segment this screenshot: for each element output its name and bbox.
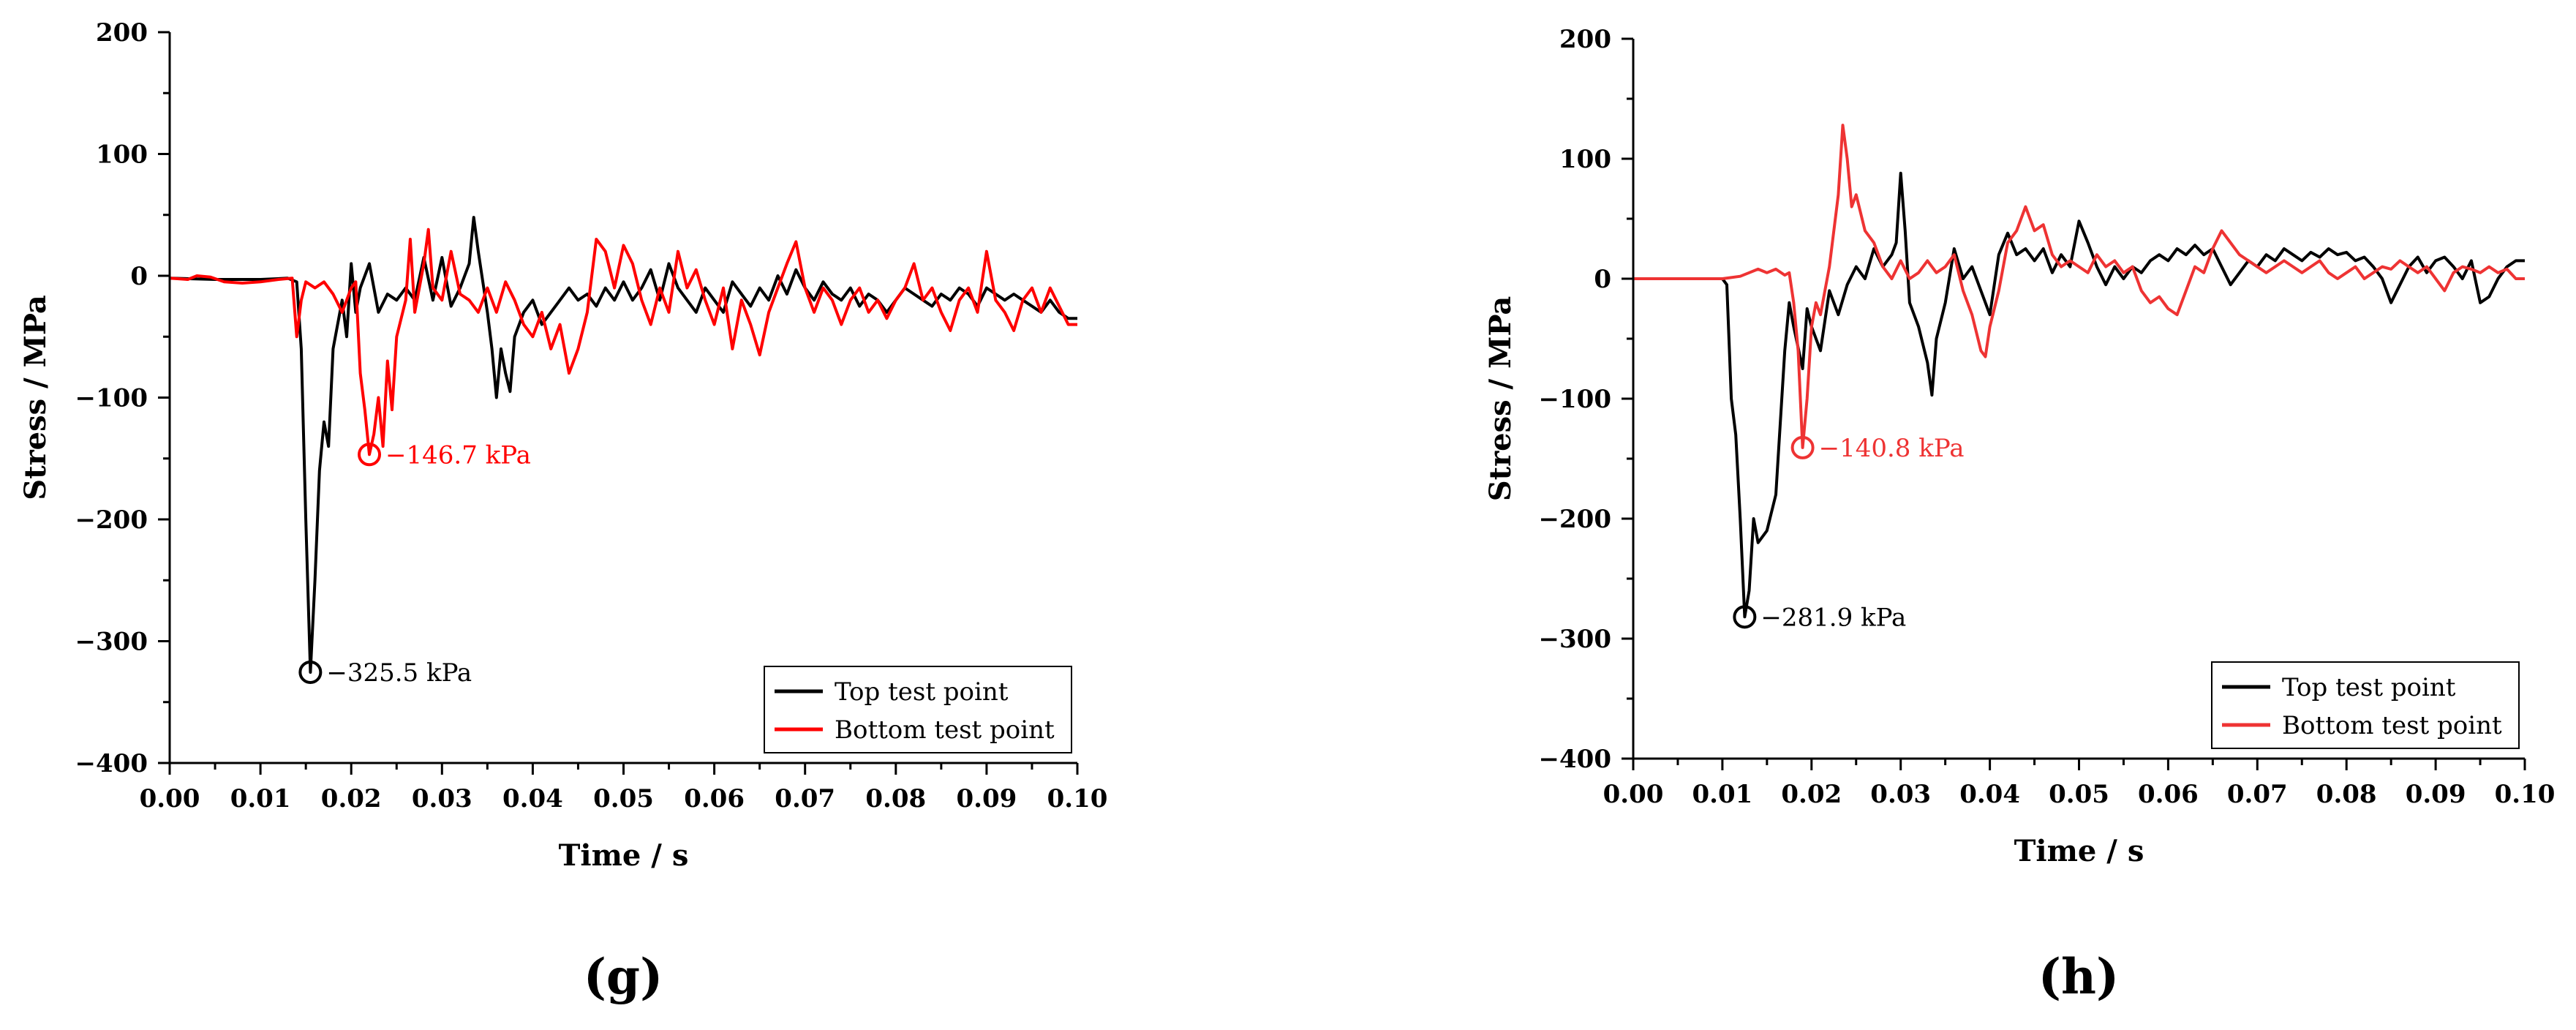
peak-annotation: −140.8 kPa (1819, 434, 1965, 463)
panel-label: (g) (584, 948, 663, 1005)
series-line-bottom (1633, 124, 2525, 449)
series-line-bottom (169, 228, 1077, 456)
y-axis-title: Stress / MPa (18, 295, 53, 500)
x-tick-label: 0.08 (2316, 780, 2377, 809)
legend-box (764, 666, 1072, 753)
x-axis-title: Time / s (559, 838, 689, 873)
peak-marker (298, 660, 323, 684)
x-tick-label: 0.04 (1959, 780, 2020, 809)
y-tick-label: 100 (1559, 145, 1611, 174)
y-tick-label: 200 (96, 18, 148, 48)
x-tick-label: 0.01 (1692, 780, 1752, 809)
x-tick-label: 0.07 (2227, 780, 2288, 809)
peak-annotation: −325.5 kPa (326, 658, 472, 688)
legend-box (2211, 661, 2520, 749)
y-axis-title: Stress / MPa (1483, 296, 1518, 502)
y-tick-label: −300 (1539, 625, 1611, 654)
peak-annotation: −146.7 kPa (385, 440, 531, 470)
peak-annotation: −281.9 kPa (1760, 603, 1906, 632)
y-tick-label: −200 (1539, 505, 1611, 534)
x-tick-label: 0.06 (2138, 780, 2199, 809)
chart-panel-g: 0.00 0.01 0.02 0.03 0.04 0.05 0.06 0.07 0.08 0.09… (18, 18, 1107, 1005)
y-tick-label: 200 (1559, 25, 1611, 54)
x-tick-label: 0.03 (1870, 780, 1931, 809)
peak-marker (358, 443, 382, 467)
x-tick-label: 0.10 (2495, 780, 2556, 809)
y-tick-label: −400 (1539, 745, 1611, 774)
y-tick-label: −400 (75, 749, 148, 778)
x-tick-label: 0.04 (502, 784, 563, 813)
y-tick-label: −100 (1539, 385, 1611, 414)
series-line-top (169, 216, 1077, 674)
x-tick-label: 0.10 (1047, 784, 1108, 813)
legend-entry: Bottom test point (2282, 711, 2502, 740)
chart-panel-h: 0.00 0.01 0.02 0.03 0.04 0.05 0.06 0.07 0.08 0.09… (1483, 25, 2555, 1005)
legend-entry: Bottom test point (835, 715, 1055, 745)
x-tick-label: 0.05 (593, 784, 654, 813)
legend-entry: Top test point (835, 677, 1009, 707)
x-tick-label: 0.02 (1781, 780, 1842, 809)
y-tick-label: −300 (75, 628, 148, 657)
x-tick-label: 0.09 (2406, 780, 2466, 809)
y-tick-label: 0 (1594, 265, 1611, 294)
x-tick-label: 0.08 (865, 784, 926, 813)
x-tick-label: 0.00 (1603, 780, 1664, 809)
x-axis-title: Time / s (2014, 834, 2144, 868)
panel-label: (h) (2038, 948, 2119, 1005)
x-tick-label: 0.00 (140, 784, 200, 813)
legend-entry: Top test point (2282, 673, 2456, 702)
x-tick-label: 0.09 (956, 784, 1017, 813)
y-tick-label: −100 (75, 384, 148, 413)
x-tick-label: 0.06 (684, 784, 745, 813)
x-tick-label: 0.01 (230, 784, 291, 813)
y-tick-label: 100 (96, 140, 148, 170)
x-tick-label: 0.03 (412, 784, 472, 813)
x-tick-label: 0.07 (775, 784, 835, 813)
y-tick-label: −200 (75, 505, 148, 535)
x-tick-label: 0.05 (2049, 780, 2109, 809)
series-line-top (1633, 171, 2525, 619)
peak-marker (1790, 435, 1815, 459)
x-tick-label: 0.02 (321, 784, 382, 813)
y-tick-label: 0 (130, 262, 148, 291)
peak-marker (1733, 605, 1757, 629)
